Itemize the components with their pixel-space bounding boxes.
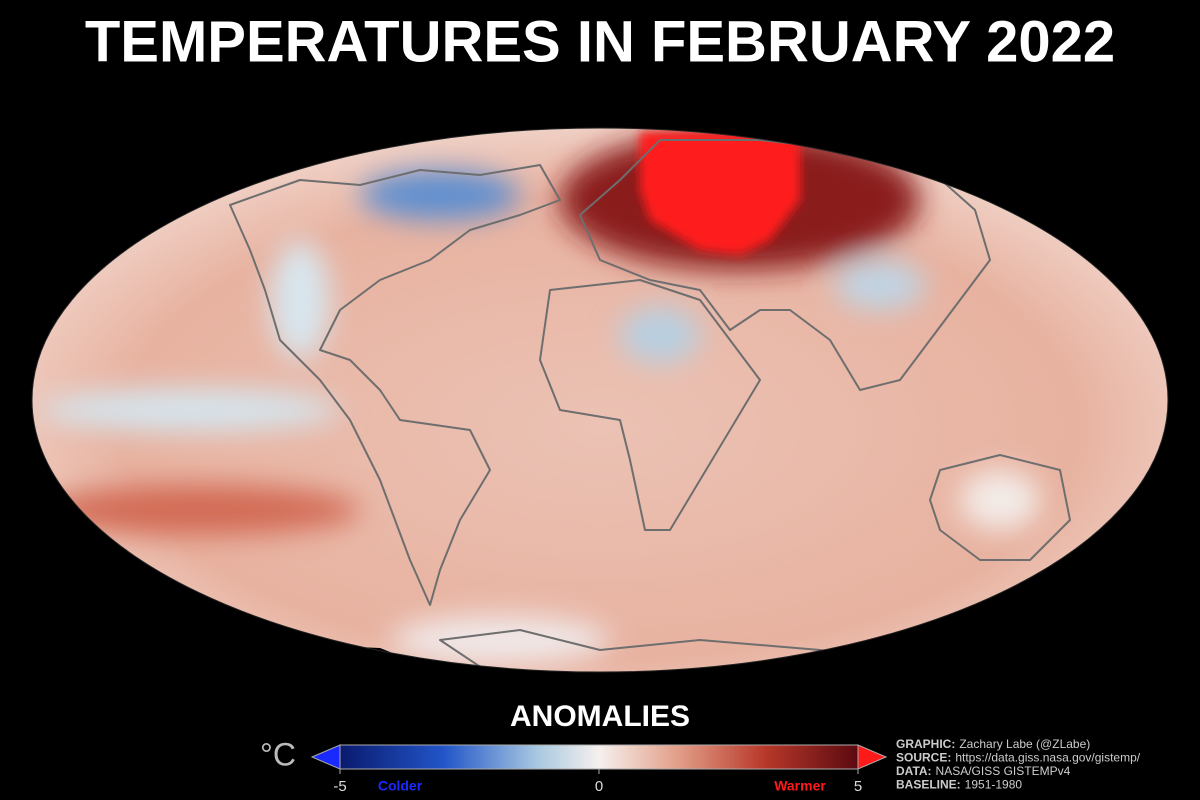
tick-label: 5 — [854, 778, 862, 795]
credits: GRAPHIC: Zachary Labe (@ZLabe) SOURCE: http… — [896, 737, 1141, 792]
credit: BASELINE: 1951-1980 — [896, 778, 1022, 792]
credit-text: 1951-1980 — [965, 778, 1023, 792]
credit-text: https://data.giss.nasa.gov/gistemp/ — [955, 751, 1140, 765]
credit-key: DATA: — [896, 764, 932, 778]
legend-title: ANOMALIES — [510, 700, 690, 733]
high-label: Warmer — [774, 778, 826, 794]
credit: SOURCE: https://data.giss.nasa.gov/gistem… — [896, 751, 1141, 765]
tick-label: -5 — [333, 778, 346, 795]
colorbar — [310, 744, 888, 770]
tick-label: 0 — [595, 778, 603, 795]
credit-text: NASA/GISS GISTEMPv4 — [936, 764, 1071, 778]
credit-key: SOURCE: — [896, 751, 951, 765]
low-label: Colder — [378, 778, 423, 794]
credit-key: BASELINE: — [896, 778, 961, 792]
unit: °C — [260, 736, 296, 772]
credit: DATA: NASA/GISS GISTEMPv4 — [896, 764, 1071, 778]
credit: GRAPHIC: Zachary Labe (@ZLabe) — [896, 737, 1090, 751]
title: TEMPERATURES IN FEBRUARY 2022 — [85, 9, 1115, 74]
credit-key: GRAPHIC: — [896, 737, 955, 751]
map — [32, 128, 1168, 672]
credit-text: Zachary Labe (@ZLabe) — [959, 737, 1090, 751]
